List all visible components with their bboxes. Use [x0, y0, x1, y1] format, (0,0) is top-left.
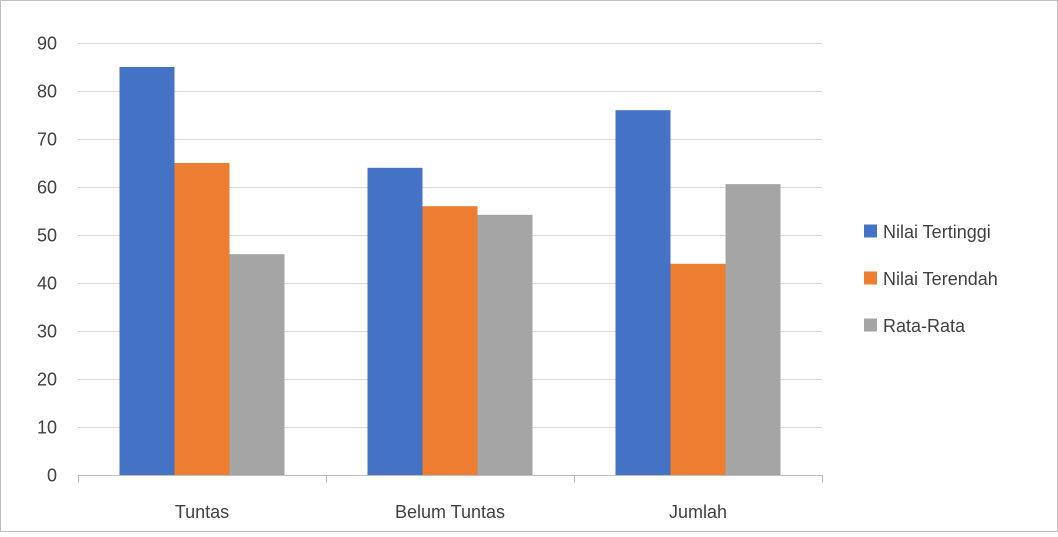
- y-tick-label: 40: [37, 274, 57, 294]
- y-tick-label: 20: [37, 370, 57, 390]
- legend: Nilai Tertinggi Nilai Terendah Rata-Rata: [864, 222, 998, 336]
- legend-item: Nilai Terendah: [864, 269, 998, 289]
- legend-swatch: [864, 318, 877, 332]
- bar: [670, 263, 726, 475]
- y-tick-label: 10: [37, 418, 57, 438]
- y-tick-label: 90: [37, 34, 57, 54]
- legend-item: Nilai Tertinggi: [864, 222, 991, 242]
- bar: [725, 184, 781, 475]
- bar: [422, 206, 478, 475]
- legend-label: Rata-Rata: [883, 316, 966, 336]
- bar: [119, 67, 175, 475]
- y-tick-label: 0: [47, 466, 57, 486]
- x-axis: [78, 475, 823, 483]
- y-tick-label: 30: [37, 322, 57, 342]
- y-axis-tick-labels: 0 10 20 30 40 50 60 70 80 90: [37, 34, 57, 486]
- bar: [229, 254, 285, 475]
- x-tick-label: Tuntas: [175, 502, 229, 522]
- x-tick-label: Belum Tuntas: [395, 502, 505, 522]
- legend-swatch: [864, 224, 877, 238]
- legend-label: Nilai Tertinggi: [883, 222, 991, 242]
- legend-item: Rata-Rata: [864, 316, 966, 336]
- bar: [367, 167, 423, 476]
- y-tick-label: 80: [37, 82, 57, 102]
- y-tick-label: 60: [37, 178, 57, 198]
- x-tick-label: Jumlah: [669, 502, 727, 522]
- bars: [119, 67, 781, 476]
- legend-label: Nilai Terendah: [883, 269, 998, 289]
- bar: [477, 214, 533, 475]
- bar: [174, 163, 230, 475]
- y-tick-label: 50: [37, 226, 57, 246]
- bar: [615, 110, 671, 475]
- y-tick-label: 70: [37, 130, 57, 150]
- legend-swatch: [864, 271, 877, 285]
- x-axis-tick-labels: Tuntas Belum Tuntas Jumlah: [175, 502, 727, 522]
